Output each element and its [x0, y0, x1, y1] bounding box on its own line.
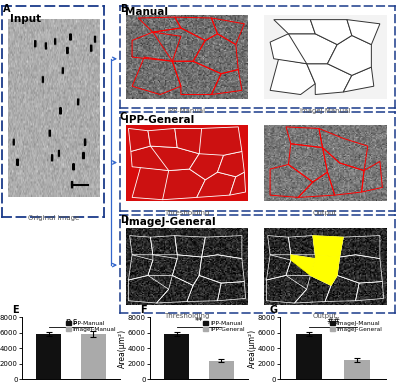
Polygon shape — [131, 146, 177, 171]
Polygon shape — [148, 128, 177, 147]
Legend: IPP-Manual, ImageJ-Manual: IPP-Manual, ImageJ-Manual — [65, 320, 117, 333]
Text: Output: Output — [313, 313, 337, 319]
Text: Thresholding: Thresholding — [164, 210, 210, 216]
Polygon shape — [343, 67, 374, 92]
Polygon shape — [132, 167, 177, 200]
Polygon shape — [310, 255, 340, 286]
Bar — [296, 334, 322, 379]
Text: Thresholding: Thresholding — [164, 313, 210, 319]
Text: IPP-Manual: IPP-Manual — [168, 108, 206, 114]
Polygon shape — [218, 151, 244, 177]
Polygon shape — [347, 20, 380, 45]
Text: A: A — [3, 4, 11, 14]
Polygon shape — [150, 146, 199, 171]
Polygon shape — [162, 169, 205, 200]
Text: D: D — [120, 215, 128, 225]
Text: G: G — [270, 305, 278, 315]
Text: Manual: Manual — [125, 7, 168, 17]
Text: **: ** — [195, 317, 203, 326]
Text: Input: Input — [10, 14, 41, 24]
Polygon shape — [291, 255, 315, 276]
Legend: ImageJ-Manual, ImageJ-General: ImageJ-Manual, ImageJ-General — [329, 320, 383, 333]
Polygon shape — [128, 128, 150, 151]
Bar — [36, 334, 61, 379]
Polygon shape — [328, 36, 371, 75]
Text: n.s: n.s — [65, 317, 77, 326]
Polygon shape — [190, 146, 224, 180]
Polygon shape — [270, 59, 315, 94]
Text: Original image: Original image — [28, 215, 80, 221]
Bar — [344, 360, 370, 379]
Bar — [164, 334, 189, 379]
Polygon shape — [310, 20, 352, 45]
Text: C: C — [120, 112, 127, 122]
Y-axis label: Area(μm²): Area(μm²) — [248, 329, 256, 368]
Polygon shape — [230, 172, 246, 195]
Text: F: F — [140, 305, 147, 315]
Text: ##: ## — [326, 317, 340, 326]
Polygon shape — [274, 20, 315, 34]
Text: E: E — [12, 305, 19, 315]
Text: Output: Output — [313, 210, 337, 216]
Text: IPP-General: IPP-General — [125, 115, 194, 125]
Text: B: B — [120, 4, 127, 14]
Legend: IPP-Manual, IPP-General: IPP-Manual, IPP-General — [202, 320, 245, 333]
Bar — [209, 361, 234, 379]
Polygon shape — [288, 34, 337, 64]
Bar — [81, 334, 106, 379]
Polygon shape — [313, 236, 343, 257]
Polygon shape — [175, 128, 205, 154]
Polygon shape — [270, 34, 315, 64]
Polygon shape — [199, 127, 242, 155]
Text: ImageJ-General: ImageJ-General — [125, 217, 216, 228]
Polygon shape — [197, 172, 236, 197]
Polygon shape — [307, 64, 352, 94]
Y-axis label: Area(μm²): Area(μm²) — [118, 329, 126, 368]
Text: ImageJ-Manual: ImageJ-Manual — [300, 108, 351, 114]
